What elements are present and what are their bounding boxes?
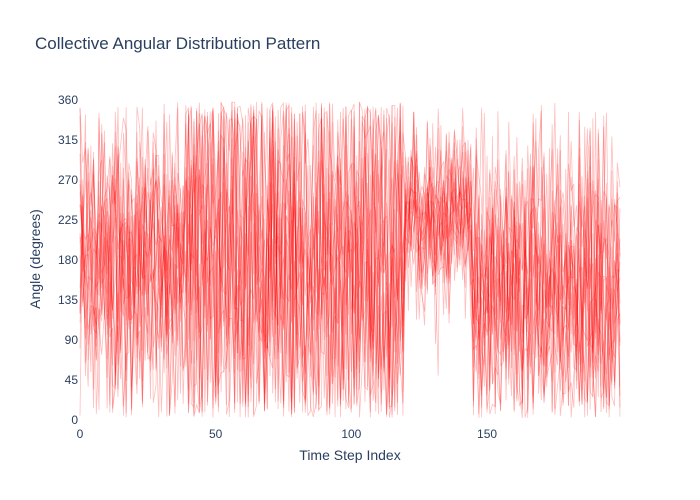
series-line [79, 102, 621, 418]
series-line [79, 102, 621, 416]
series-line [79, 101, 621, 419]
series-line [79, 102, 621, 415]
y-tick-label: 135 [58, 293, 78, 307]
x-axis-label: Time Step Index [299, 447, 400, 463]
y-tick-label: 315 [58, 133, 78, 147]
y-tick-label: 180 [58, 253, 78, 267]
y-tick-label: 360 [58, 93, 78, 107]
series-line [79, 105, 621, 415]
x-tick-label: 50 [209, 427, 223, 441]
y-tick-label: 225 [58, 213, 78, 227]
series-line [79, 102, 621, 418]
series-line [79, 102, 621, 418]
y-tick-label: 0 [71, 413, 78, 427]
y-tick-label: 270 [58, 173, 78, 187]
series-line [79, 101, 621, 418]
y-axis-label: Angle (degrees) [27, 209, 43, 309]
x-tick-label: 150 [477, 427, 497, 441]
series-line [79, 107, 621, 418]
plot-lines [79, 101, 621, 419]
series-line [79, 102, 621, 419]
series-line [79, 105, 621, 416]
series-line [79, 101, 621, 418]
x-tick-label: 100 [341, 427, 361, 441]
series-line [79, 101, 621, 418]
series-line [79, 101, 621, 418]
x-axis-ticks: 0 50 100 150 [77, 427, 498, 441]
y-tick-label: 90 [65, 333, 79, 347]
series-line [79, 103, 621, 417]
series-line [79, 103, 621, 418]
series-line [79, 102, 621, 415]
series-line [79, 103, 621, 417]
chart-title: Collective Angular Distribution Pattern [35, 34, 321, 53]
y-tick-label: 45 [65, 373, 79, 387]
series-line [79, 106, 621, 418]
x-tick-label: 0 [77, 427, 84, 441]
y-axis-ticks: 0 45 90 135 180 225 270 315 360 [58, 93, 78, 427]
series-line [79, 106, 621, 416]
